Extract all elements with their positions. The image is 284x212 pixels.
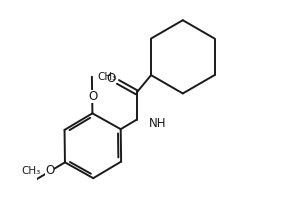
Text: O: O [45,164,54,177]
Text: NH: NH [149,117,167,130]
Text: O: O [89,90,98,103]
Text: O: O [106,72,116,85]
Text: CH₃: CH₃ [97,72,116,82]
Text: CH₃: CH₃ [22,166,41,176]
